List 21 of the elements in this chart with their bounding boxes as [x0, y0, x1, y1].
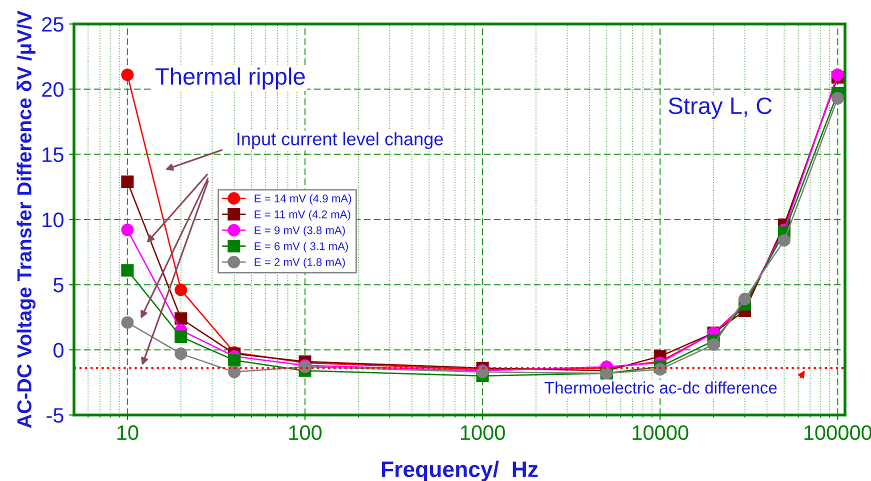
y-tick-label: 10 — [42, 212, 64, 228]
legend-label: E = 2 mV (1.8 mA) — [254, 258, 345, 268]
legend-label: E = 14 mV (4.9 mA) — [254, 194, 352, 205]
annotation: Stray L, C — [668, 97, 772, 119]
y-tick-label: 20 — [42, 82, 64, 97]
x-tick-label: 1000 — [460, 425, 505, 440]
legend-label: E = 9 mV (3.8 mA) — [254, 226, 345, 236]
y-tick-label: 5 — [54, 278, 64, 292]
legend-label: E = 6 mV ( 3.1 mA) — [254, 242, 348, 252]
y-tick-label: 15 — [42, 148, 64, 162]
legend-label: E = 11 mV (4.2 mA) — [254, 210, 350, 220]
annotation: Thermal ripple — [155, 67, 305, 90]
x-tick-label: 10 — [117, 425, 138, 440]
x-tick-label: 100 — [289, 425, 322, 440]
y-axis-title: AC-DC Voltage Transfer Difference δV /μV/V — [16, 10, 36, 428]
y-tick-label: 0 — [54, 342, 64, 358]
annotation: Input current level change — [238, 132, 443, 149]
y-tick-label: 25 — [42, 17, 64, 32]
annotation: Thermoelectric ac-dc difference — [544, 381, 777, 394]
y-tick-label: -5 — [46, 408, 64, 423]
x-tick-label: 10000 — [632, 425, 688, 440]
